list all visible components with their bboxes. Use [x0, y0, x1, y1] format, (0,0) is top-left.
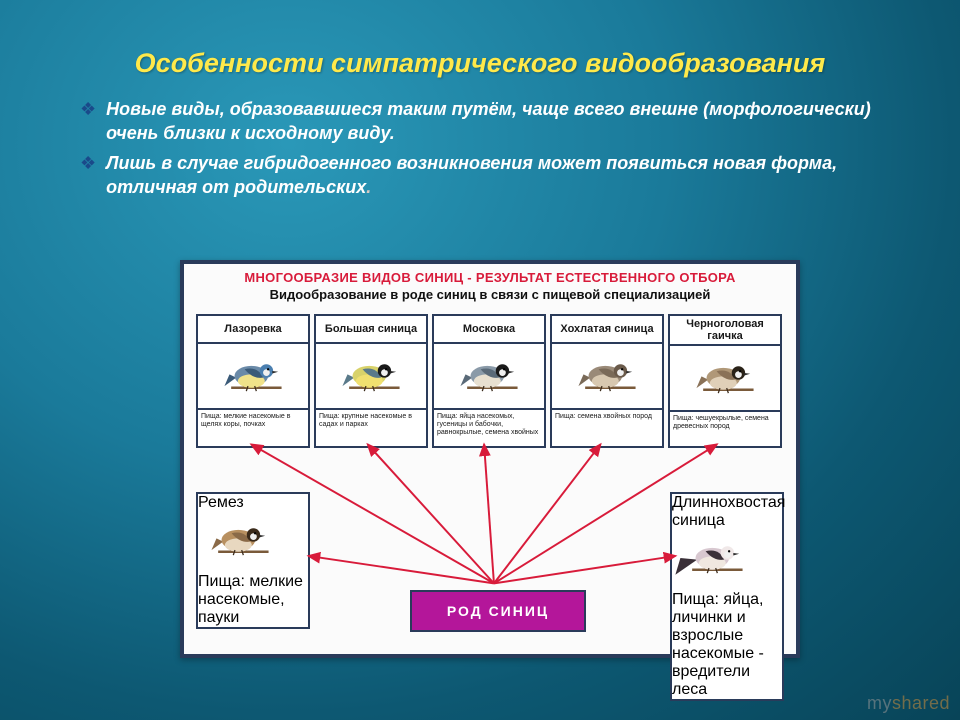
bullet-main: Лишь в случае гибридогенного возникновен… — [106, 153, 837, 197]
diagram-title-black: Видообразование в роде синиц в связи с п… — [192, 287, 788, 302]
card-food: Пища: яйца, личинки и взрослые насекомые… — [672, 591, 782, 699]
bird-icon — [565, 348, 649, 404]
card-food: Пища: чешуекрылые, семена древесных поро… — [670, 412, 780, 446]
bullet-item: ❖ Новые виды, образовавшиеся таким путём… — [80, 97, 900, 145]
card-image — [672, 530, 782, 591]
card-title: Ремез — [198, 494, 308, 512]
card-image — [316, 344, 426, 410]
bullet-item: ❖ Лишь в случае гибридогенного возникнов… — [80, 151, 900, 199]
bullet-main: Новые виды, образовавшиеся таким путём, … — [106, 99, 871, 143]
bird-icon — [329, 348, 413, 404]
bird-icon — [198, 512, 282, 568]
side-card-left: Ремез Пища: мелкие насекомые, пауки — [196, 492, 310, 629]
card-food: Пища: мелкие насекомые, пауки — [198, 573, 308, 627]
side-card-right: Длиннохвостая синица Пища: яйца, личинки … — [670, 492, 784, 701]
card-image — [198, 512, 308, 573]
card-food: Пища: яйца насекомых, гусеницы и бабочки… — [434, 410, 544, 444]
card-title: Хохлатая синица — [552, 316, 662, 344]
watermark-shared: shared — [892, 693, 950, 713]
card-title: Лазоревка — [198, 316, 308, 344]
species-card: Хохлатая синица Пища: семена хвойных поро… — [550, 314, 664, 448]
card-title: Московка — [434, 316, 544, 344]
species-card: Московка Пища: яйца насекомых, гусеницы и… — [432, 314, 546, 448]
card-image — [552, 344, 662, 410]
bird-icon — [683, 350, 767, 406]
species-card: Большая синица Пища: крупные насекомые в … — [314, 314, 428, 448]
bird-icon — [672, 530, 756, 586]
bird-icon — [211, 348, 295, 404]
slide: Особенности симпатрического видообразова… — [0, 0, 960, 720]
card-title: Длиннохвостая синица — [672, 494, 782, 530]
diagram-title-red: МНОГООБРАЗИЕ ВИДОВ СИНИЦ - РЕЗУЛЬТАТ ЕСТ… — [192, 270, 788, 285]
bullet-tail: . — [366, 177, 371, 197]
card-image — [198, 344, 308, 410]
bird-icon — [447, 348, 531, 404]
card-food: Пища: мелкие насекомые в щелях коры, поч… — [198, 410, 308, 444]
bullet-text: Лишь в случае гибридогенного возникновен… — [106, 151, 900, 199]
card-title: Большая синица — [316, 316, 426, 344]
bullet-list: ❖ Новые виды, образовавшиеся таким путём… — [80, 97, 900, 199]
species-card: Лазоревка Пища: мелкие насекомые в щелях … — [196, 314, 310, 448]
watermark: myshared — [867, 693, 950, 714]
card-image — [670, 346, 780, 412]
card-food: Пища: семена хвойных пород — [552, 410, 662, 444]
slide-title: Особенности симпатрического видообразова… — [0, 0, 960, 79]
diamond-icon: ❖ — [80, 151, 96, 199]
watermark-my: my — [867, 693, 892, 713]
diagram-container: МНОГООБРАЗИЕ ВИДОВ СИНИЦ - РЕЗУЛЬТАТ ЕСТ… — [180, 260, 800, 658]
card-title: Черноголовая гаичка — [670, 316, 780, 346]
hub-box: РОД СИНИЦ — [410, 590, 586, 632]
species-card: Черноголовая гаичка Пища: чешуекрылые, се… — [668, 314, 782, 448]
card-image — [434, 344, 544, 410]
card-food: Пища: крупные насекомые в садах и парках — [316, 410, 426, 444]
diamond-icon: ❖ — [80, 97, 96, 145]
bullet-text: Новые виды, образовавшиеся таким путём, … — [106, 97, 900, 145]
diagram-inner: МНОГООБРАЗИЕ ВИДОВ СИНИЦ - РЕЗУЛЬТАТ ЕСТ… — [192, 270, 788, 648]
top-card-row: Лазоревка Пища: мелкие насекомые в щелях … — [196, 314, 784, 448]
